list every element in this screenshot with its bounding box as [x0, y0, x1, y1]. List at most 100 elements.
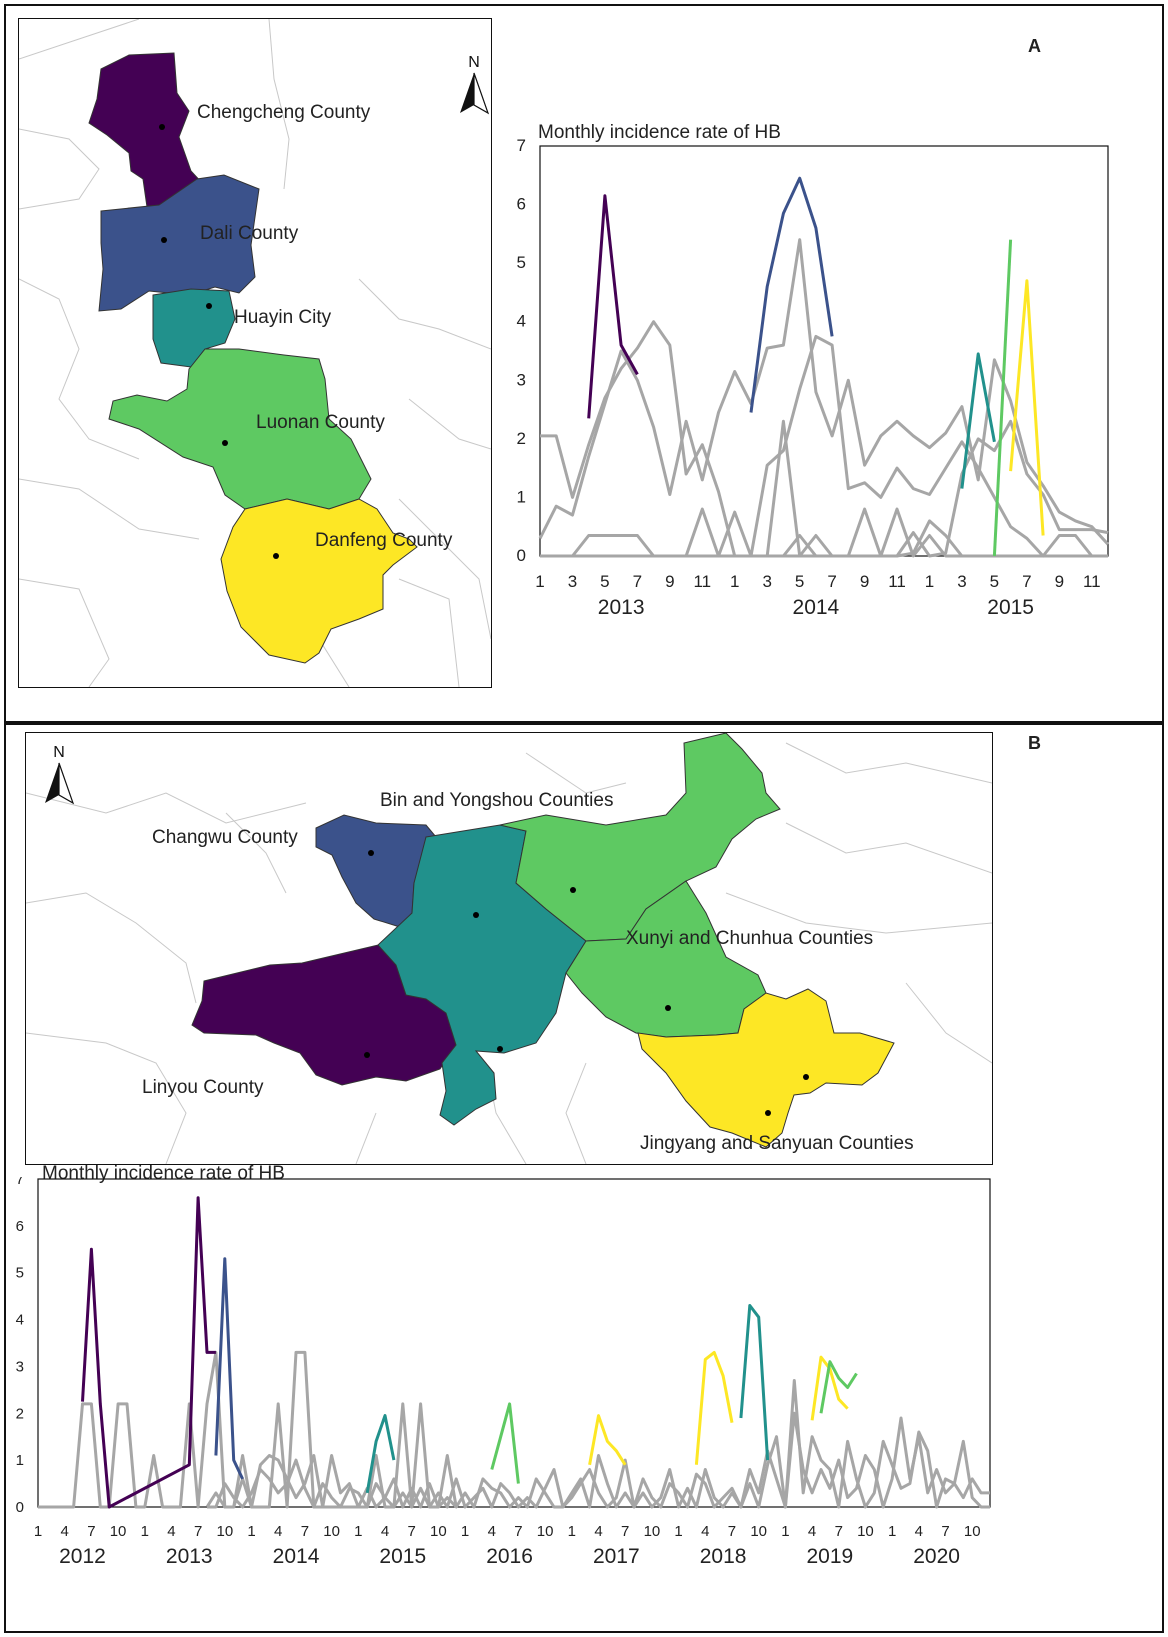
year-label: 2017 [593, 1545, 640, 1568]
x-tick-label: 5 [600, 572, 609, 591]
x-tick-label: 1 [730, 572, 739, 591]
map-a-label-3: Huayin City [234, 307, 332, 328]
series-line-linyou-county [81, 1196, 216, 1509]
x-tick-label: 1 [568, 1523, 576, 1540]
year-label: 2020 [913, 1545, 960, 1568]
region-bin-yongshou [499, 733, 781, 942]
map-a-label-2: Dali County [200, 223, 299, 244]
series-line-changwu-county [214, 1257, 244, 1480]
year-label: 2016 [486, 1545, 533, 1568]
map-a-label-1: Chengcheng County [197, 102, 371, 123]
x-tick-label: 10 [323, 1523, 340, 1540]
north-arrow-icon: N [460, 54, 490, 115]
series-line-danfeng-county [1009, 279, 1045, 536]
x-tick-label: 9 [665, 572, 674, 591]
x-tick-label: 1 [535, 572, 544, 591]
year-label: 2015 [987, 596, 1034, 619]
x-tick-label: 10 [430, 1523, 447, 1540]
x-tick-label: 3 [957, 572, 966, 591]
x-tick-label: 10 [750, 1523, 767, 1540]
map-a-label-4: Luonan County [256, 412, 385, 433]
y-tick-label: 1 [16, 1452, 24, 1469]
map-b: Bin and Yongshou Counties Changwu County… [25, 732, 993, 1165]
x-tick-label: 5 [990, 572, 999, 591]
region-dali [98, 174, 260, 312]
x-tick-label: 9 [1055, 572, 1064, 591]
y-tick-label: 5 [16, 1265, 24, 1282]
y-tick-label: 4 [517, 312, 526, 331]
series-line-gray-5 [540, 419, 1108, 558]
x-tick-label: 4 [381, 1523, 389, 1540]
x-tick-label: 7 [827, 572, 836, 591]
year-label: 2015 [379, 1545, 426, 1568]
map-b-svg: Bin and Yongshou Counties Changwu County… [26, 733, 992, 1164]
year-label: 2014 [793, 596, 840, 619]
x-tick-label: 10 [964, 1523, 981, 1540]
map-b-label-3: Xunyi and Chunhua Counties [626, 928, 873, 949]
chart-a-title: Monthly incidence rate of HB [538, 122, 781, 143]
region-huayin [152, 288, 236, 368]
x-tick-label: 1 [925, 572, 934, 591]
north-arrow-icon: N [45, 744, 75, 805]
x-tick-label: 4 [167, 1523, 175, 1540]
y-tick-label: 3 [517, 370, 526, 389]
x-tick-label: 3 [762, 572, 771, 591]
x-tick-label: 1 [141, 1523, 149, 1540]
x-tick-label: 4 [594, 1523, 602, 1540]
series-line-jingyang-and-sanyuan-counties [588, 1414, 627, 1466]
x-tick-label: 10 [216, 1523, 233, 1540]
x-tick-label: 4 [488, 1523, 496, 1540]
map-a: Chengcheng County Dali County Huayin Cit… [18, 18, 492, 688]
x-tick-label: 7 [408, 1523, 416, 1540]
x-tick-label: 7 [301, 1523, 309, 1540]
x-tick-label: 10 [857, 1523, 874, 1540]
x-tick-label: 7 [194, 1523, 202, 1540]
series-line-gray-2 [538, 238, 1110, 546]
x-tick-label: 11 [693, 572, 711, 591]
chart-b-frame [37, 1178, 991, 1508]
map-b-label-1: Bin and Yongshou Counties [380, 790, 613, 811]
series-line-gray-3 [207, 1411, 990, 1509]
series-line-gray-2 [205, 1379, 990, 1509]
panel-a: Chengcheng County Dali County Huayin Cit… [4, 4, 1164, 723]
panel-b: Bin and Yongshou Counties Changwu County… [4, 723, 1164, 1633]
x-tick-label: 4 [808, 1523, 816, 1540]
y-tick-label: 6 [517, 195, 526, 214]
y-tick-label: 4 [16, 1312, 24, 1329]
series-line-xianyang-teal [365, 1414, 396, 1494]
y-tick-label: 7 [16, 1177, 24, 1188]
year-label: 2019 [806, 1545, 853, 1568]
year-label: 2014 [273, 1545, 320, 1568]
region-jingyang-sanyuan [637, 988, 895, 1148]
x-tick-label: 1 [34, 1523, 42, 1540]
y-tick-label: 0 [517, 546, 526, 565]
x-tick-label: 11 [1083, 572, 1101, 591]
map-b-label-5: Jingyang and Sanyuan Counties [640, 1133, 914, 1154]
x-tick-label: 7 [87, 1523, 95, 1540]
map-b-label-4: Linyou County [142, 1077, 264, 1098]
x-tick-label: 9 [860, 572, 869, 591]
x-tick-label: 1 [888, 1523, 896, 1540]
year-label: 2018 [700, 1545, 747, 1568]
x-tick-label: 10 [537, 1523, 554, 1540]
map-a-label-5: Danfeng County [315, 530, 453, 551]
x-tick-label: 7 [514, 1523, 522, 1540]
north-label-a: N [468, 54, 480, 71]
panel-b-letter: B [1028, 733, 1041, 753]
x-tick-label: 4 [274, 1523, 282, 1540]
year-label: 2013 [166, 1545, 213, 1568]
y-tick-label: 6 [16, 1218, 24, 1235]
series-line-huayin-city [960, 352, 996, 489]
series-line-chengcheng-county [587, 194, 639, 419]
x-tick-label: 1 [461, 1523, 469, 1540]
y-tick-label: 2 [517, 429, 526, 448]
panel-a-letter: A [1028, 36, 1041, 56]
y-tick-label: 7 [517, 136, 526, 155]
series-line-dali-county [749, 176, 834, 413]
x-tick-label: 1 [247, 1523, 255, 1540]
region-danfeng [220, 498, 418, 664]
x-tick-label: 1 [781, 1523, 789, 1540]
region-chengcheng [88, 52, 205, 208]
